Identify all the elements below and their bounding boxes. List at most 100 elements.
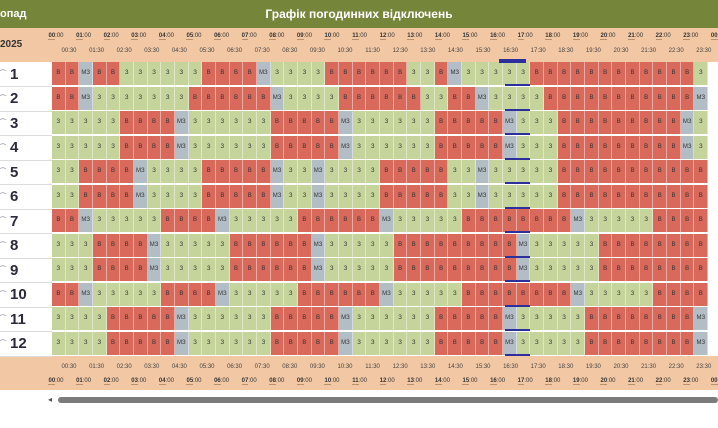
half-hour-label: 11:30 (365, 364, 380, 370)
queue-number: 8 (10, 237, 19, 254)
schedule-cell: В (366, 62, 381, 85)
schedule-cell: З (284, 62, 299, 85)
schedule-cell: З (407, 331, 422, 355)
schedule-cell: З (106, 111, 121, 134)
scrollbar-thumb[interactable] (58, 397, 718, 403)
schedule-cell: В (229, 233, 244, 257)
date-label: 2025 (0, 28, 52, 62)
schedule-cell: З (52, 307, 66, 330)
schedule-cell: З (434, 282, 449, 306)
schedule-cell: В (434, 160, 449, 183)
schedule-cell: МЗ (571, 209, 586, 232)
schedule-cell: МЗ (516, 233, 531, 257)
schedule-cell: З (175, 86, 189, 110)
chevron-icon[interactable]: ⁀ (0, 291, 6, 299)
schedule-cell: В (571, 62, 586, 85)
schedule-cell: В (516, 282, 531, 306)
schedule-cell: В (598, 233, 613, 257)
schedule-cell: В (667, 258, 681, 281)
schedule-cell: З (161, 160, 176, 183)
current-time-marker (505, 182, 531, 184)
chevron-icon[interactable]: ⁀ (0, 95, 6, 103)
schedule-cell: В (243, 258, 258, 281)
schedule-cell: З (175, 184, 189, 208)
schedule-cell: МЗ (475, 184, 490, 208)
schedule-cell: В (653, 331, 668, 355)
half-hour-label: 10:30 (337, 364, 353, 370)
schedule-cell: З (571, 258, 586, 281)
schedule-cell: З (161, 258, 176, 281)
schedule-cell: В (626, 160, 640, 183)
schedule-cell: В (311, 111, 326, 134)
schedule-cell: В (188, 86, 203, 110)
schedule-cell: З (530, 331, 545, 355)
chevron-icon[interactable]: ⁀ (0, 316, 6, 323)
queue-number: 6 (10, 188, 19, 205)
schedule-cell: В (106, 258, 121, 281)
hour-label: 01:00 (76, 33, 92, 40)
schedule-cell: З (475, 62, 490, 85)
schedule-cell: В (585, 331, 599, 355)
schedule-cell: З (79, 331, 93, 355)
schedule-cell: З (325, 160, 340, 183)
chevron-icon[interactable]: ⁀ (0, 193, 6, 201)
schedule-cell: З (202, 135, 217, 159)
chevron-icon[interactable]: ⁀ (0, 218, 6, 225)
schedule-cell: В (516, 209, 531, 232)
schedule-cell: З (106, 282, 121, 306)
chevron-icon[interactable]: ⁀ (0, 144, 6, 152)
chevron-icon[interactable]: ⁀ (0, 120, 6, 127)
schedule-cell: В (653, 209, 668, 232)
schedule-cell: З (147, 62, 162, 85)
hour-label: 20:00 (600, 378, 616, 385)
current-time-marker (505, 206, 531, 209)
hour-label: 03:00 (131, 33, 147, 40)
schedule-cell: В (503, 233, 517, 257)
queue-number: 5 (10, 163, 19, 181)
chevron-icon[interactable]: ⁀ (0, 71, 6, 78)
schedule-cell: В (120, 160, 134, 183)
schedule-cell: В (434, 233, 449, 257)
schedule-cell: В (448, 331, 463, 355)
schedule-cell: В (147, 135, 162, 159)
half-hour-label: 00:30 (61, 48, 77, 54)
schedule-cell: З (434, 86, 449, 110)
schedule-cell: МЗ (503, 307, 517, 330)
hour-label: 17:00 (517, 33, 533, 40)
schedule-cell: В (626, 307, 640, 330)
schedule-cell: В (243, 233, 258, 257)
schedule-cell: МЗ (516, 258, 531, 281)
chevron-icon[interactable]: ⁀ (0, 267, 6, 274)
horizontal-scrollbar[interactable]: ◂ (0, 394, 718, 406)
schedule-cell: В (93, 233, 107, 257)
hour-label: 21:00 (628, 33, 644, 40)
schedule-cell: З (421, 62, 435, 85)
schedule-cell: З (407, 62, 422, 85)
schedule-cell: З (516, 160, 531, 183)
schedule-cell: З (188, 111, 203, 134)
scroll-left-icon[interactable]: ◂ (48, 395, 53, 404)
schedule-cell: З (147, 209, 162, 232)
schedule-cell: В (598, 258, 613, 281)
schedule-cell: З (530, 160, 545, 183)
schedule-cell: З (544, 258, 558, 281)
chevron-icon[interactable]: ⁀ (0, 169, 6, 176)
schedule-cell: З (339, 258, 353, 281)
schedule-cell: В (653, 258, 668, 281)
schedule-cell: В (120, 258, 134, 281)
schedule-cell: В (448, 86, 463, 110)
schedule-cell: З (503, 62, 517, 85)
chevron-icon[interactable]: ⁀ (0, 242, 6, 250)
schedule-cell: З (585, 233, 599, 257)
chevron-icon[interactable]: ⁀ (0, 340, 6, 348)
half-hour-label: 22:30 (668, 48, 684, 54)
schedule-cell: В (653, 135, 668, 159)
schedule-cell: З (93, 282, 107, 306)
schedule-cell: В (147, 331, 162, 355)
schedule-cell: З (352, 135, 367, 159)
schedule-cell: В (120, 184, 134, 208)
queue-number: 7 (10, 212, 19, 230)
schedule-cell: МЗ (134, 184, 148, 208)
schedule-cell: В (489, 282, 504, 306)
half-hour-label: 03:30 (144, 48, 160, 54)
